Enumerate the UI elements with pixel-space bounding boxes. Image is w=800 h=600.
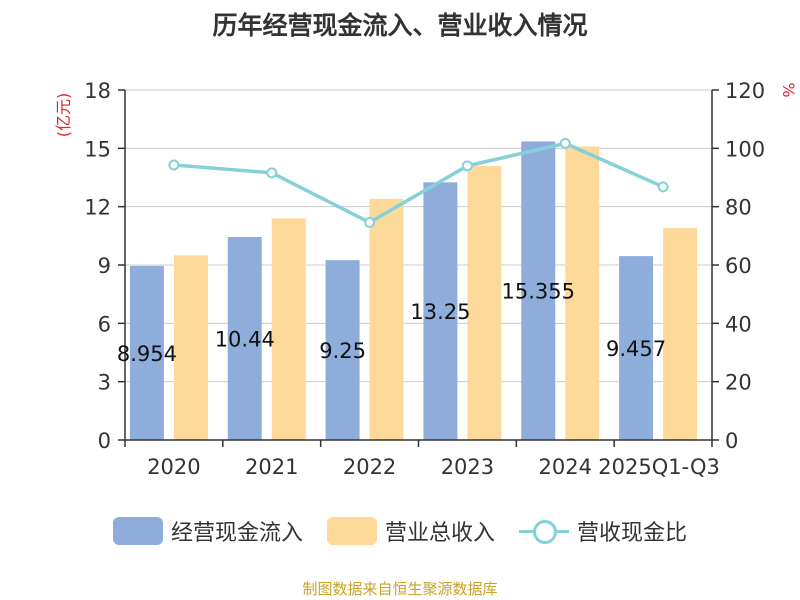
bar-value-label: 8.954 [117,342,177,366]
legend-line-ratio-icon [519,517,569,545]
line-ratio-point [266,167,278,179]
legend-swatch-cash-inflow [112,517,163,545]
x-tick-label: 2024 [539,455,592,479]
y-right-unit-label: % [779,82,798,97]
y-right-tick-label: 40 [725,312,752,336]
y-left-tick-label: 9 [98,254,111,278]
bar-revenue [467,165,502,441]
y-left-tick-label: 15 [84,137,111,161]
legend-label-cash-inflow: 经营现金流入 [170,521,303,546]
bar-revenue [173,255,208,440]
y-left-tick-label: 12 [84,196,111,220]
legend-swatch-revenue [326,517,377,545]
chart-plot: 0 3 6 9 12 15 18 0 20 40 60 80 100 120 (亿元)% 2020 2021 20… [54,79,798,479]
x-tick-label: 2022 [343,455,396,479]
line-ratio-point [657,181,669,193]
y-right-tick-label: 60 [725,254,752,278]
legend-item-cash-inflow[interactable]: 经营现金流入 [112,515,303,547]
legend-label-revenue: 营业总收入 [384,521,495,546]
bar-value-label: 9.457 [606,337,666,361]
line-ratio-point [168,159,180,171]
y-left-tick-label: 6 [98,312,111,336]
bar-revenue [271,218,306,440]
bar-value-label: 9.25 [319,339,366,363]
bar-cash-inflow [325,260,360,440]
chart-legend: 经营现金流入 营业总收入 营收现金比 [0,515,800,547]
chart-title: 历年经营现金流入、营业收入情况 [212,11,588,40]
bar-revenue [663,228,698,440]
x-tick-label: 2020 [147,455,200,479]
bar-cash-inflow [227,237,262,440]
line-ratio [173,141,664,225]
bar-cash-inflow [423,182,458,440]
line-ratio-point [461,160,473,172]
line-ratio-point [559,137,571,149]
data-source-note: 制图数据来自恒生聚源数据库 [302,580,498,598]
x-tick-label: 2021 [245,455,298,479]
bar-cash-inflow [129,265,164,440]
bar-revenue [369,198,404,440]
legend-item-ratio[interactable]: 营收现金比 [519,515,687,547]
x-tick-label: 2025Q1-Q3 [598,455,720,479]
y-left-tick-label: 3 [98,371,111,395]
bar-cash-inflow [619,256,654,440]
y-right-tick-label: 100 [725,137,765,161]
x-tick-label: 2023 [441,455,494,479]
bar-cash-inflow [521,141,556,441]
line-ratio-point [364,216,376,228]
y-left-tick-label: 18 [84,79,111,103]
y-left-tick-label: 0 [98,429,111,453]
y-right-tick-label: 120 [725,79,765,103]
bar-value-label: 13.25 [410,300,470,324]
y-right-tick-label: 20 [725,371,752,395]
bar-value-label: 10.44 [215,328,275,352]
legend-label-ratio: 营收现金比 [577,521,688,546]
bar-value-label: 15.355 [502,280,575,304]
legend-item-revenue[interactable]: 营业总收入 [326,515,495,547]
y-right-tick-label: 80 [725,196,752,220]
y-right-tick-label: 0 [725,429,738,453]
y-left-unit-label: (亿元) [54,93,73,138]
bar-revenue [565,146,600,440]
